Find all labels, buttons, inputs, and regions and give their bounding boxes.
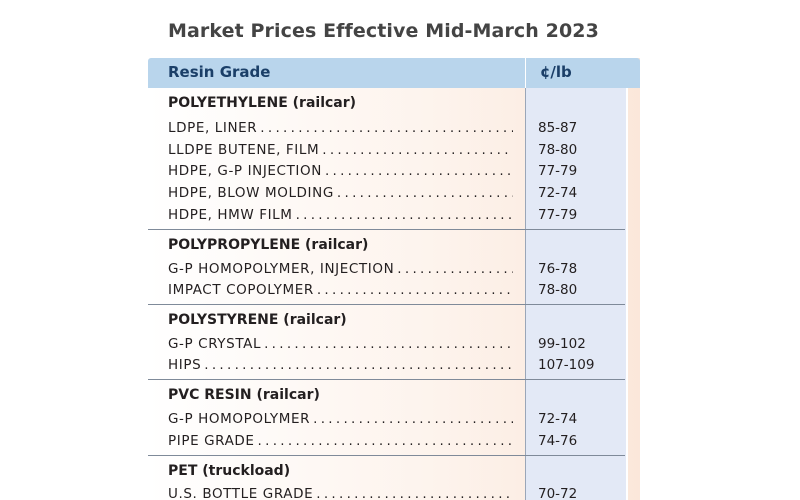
resin-price: 78-80 <box>538 142 578 158</box>
leader-dots <box>397 261 513 277</box>
resin-name: HDPE, BLOW MOLDING <box>168 185 334 201</box>
leader-dots <box>296 207 513 223</box>
page-title: Market Prices Effective Mid-March 2023 <box>168 20 599 42</box>
resin-name: IMPACT COPOLYMER <box>168 282 314 298</box>
table-row: LDPE, LINER <box>168 120 513 136</box>
resin-price: 76-78 <box>538 261 578 277</box>
resin-name: G-P HOMOPOLYMER, INJECTION <box>168 261 395 277</box>
table-row: HDPE, HMW FILM <box>168 207 513 223</box>
group-divider <box>148 229 625 230</box>
leader-dots <box>260 120 513 136</box>
leader-dots <box>316 486 513 500</box>
resin-price: 72-74 <box>538 185 578 201</box>
resin-price: 70-72 <box>538 486 578 500</box>
resin-name: G-P CRYSTAL <box>168 336 262 352</box>
table-row: G-P HOMOPOLYMER <box>168 411 513 427</box>
resin-price: 72-74 <box>538 411 578 427</box>
resin-name: G-P HOMOPOLYMER <box>168 411 311 427</box>
group-title-polyethylene: POLYETHYLENE (railcar) <box>168 95 357 111</box>
leader-dots <box>264 336 513 352</box>
table-row: G-P CRYSTAL <box>168 336 513 352</box>
resin-name: LDPE, LINER <box>168 120 258 136</box>
table-row: G-P HOMOPOLYMER, INJECTION <box>168 261 513 277</box>
table-row: HIPS <box>168 357 513 373</box>
header-divider <box>525 58 526 88</box>
resin-price: 77-79 <box>538 163 578 179</box>
table-edge <box>626 58 628 500</box>
table-row: HDPE, BLOW MOLDING <box>168 185 513 201</box>
price-column-background <box>525 88 626 500</box>
table-row: HDPE, G-P INJECTION <box>168 163 513 179</box>
table-row: U.S. BOTTLE GRADE <box>168 486 513 500</box>
leader-dots <box>258 433 513 449</box>
resin-price: 74-76 <box>538 433 578 449</box>
group-divider <box>148 304 625 305</box>
table-row: IMPACT COPOLYMER <box>168 282 513 298</box>
resin-price: 107-109 <box>538 357 595 373</box>
resin-name: HDPE, HMW FILM <box>168 207 293 223</box>
resin-name: U.S. BOTTLE GRADE <box>168 486 314 500</box>
resin-price: 85-87 <box>538 120 578 136</box>
resin-price: 78-80 <box>538 282 578 298</box>
resin-price: 99-102 <box>538 336 586 352</box>
table-row: LLDPE BUTENE, FILM <box>168 142 513 158</box>
leader-dots <box>204 357 513 373</box>
header-price-unit: ¢/lb <box>540 63 572 81</box>
resin-name: HDPE, G-P INJECTION <box>168 163 322 179</box>
resin-name: PIPE GRADE <box>168 433 255 449</box>
leader-dots <box>337 185 513 201</box>
table-row: PIPE GRADE <box>168 433 513 449</box>
table-header: Resin Grade ¢/lb <box>148 58 640 88</box>
resin-price: 77-79 <box>538 207 578 223</box>
header-resin-grade: Resin Grade <box>168 63 271 81</box>
leader-dots <box>325 163 513 179</box>
resin-name: LLDPE BUTENE, FILM <box>168 142 320 158</box>
group-title-pvc-resin: PVC RESIN (railcar) <box>168 387 320 403</box>
price-table: Resin Grade ¢/lb POLYETHYLENE (railcar) … <box>148 58 640 500</box>
resin-name: HIPS <box>168 357 202 373</box>
leader-dots <box>313 411 513 427</box>
leader-dots <box>322 142 513 158</box>
group-divider <box>148 379 625 380</box>
group-title-polystyrene: POLYSTYRENE (railcar) <box>168 312 347 328</box>
group-title-pet: PET (truckload) <box>168 463 291 479</box>
group-divider <box>148 455 625 456</box>
leader-dots <box>317 282 513 298</box>
group-title-polypropylene: POLYPROPYLENE (railcar) <box>168 237 369 253</box>
